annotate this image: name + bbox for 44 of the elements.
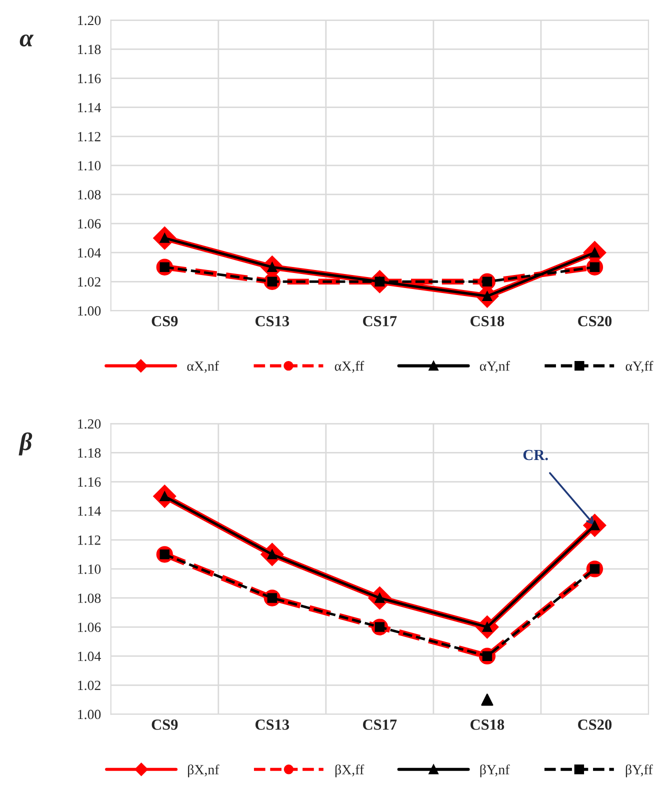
y-tick-label: 1.04: [78, 652, 101, 662]
y-tick-label: 1.04: [78, 248, 101, 258]
y-tick-label: 1.16: [78, 477, 101, 487]
y-tick-label: 1.06: [78, 622, 101, 632]
y-tick-label: 1.18: [78, 448, 101, 458]
chart-title: α: [20, 34, 34, 46]
y-tick-label: 1.06: [78, 219, 101, 229]
x-tick-label: CS18: [470, 720, 504, 730]
y-tick-label: 1.16: [78, 74, 101, 84]
x-tick-label: CS17: [363, 316, 397, 326]
y-tick-label: 1.12: [78, 536, 100, 545]
legend-label: βX,nf: [188, 764, 220, 778]
y-tick-label: 1.08: [78, 594, 101, 604]
y-tick-label: 1.00: [78, 710, 101, 720]
y-tick-label: 1.02: [78, 277, 100, 287]
x-tick-label: CS9: [152, 316, 178, 326]
annotation: CR.: [523, 450, 548, 460]
legend-label: αY,ff: [626, 360, 654, 373]
legend-label: αY,nf: [480, 360, 510, 373]
y-tick-label: 1.08: [78, 190, 101, 200]
y-tick-label: 1.12: [78, 132, 100, 142]
y-tick-label: 1.20: [78, 419, 101, 429]
x-tick-label: CS18: [470, 316, 504, 326]
y-tick-label: 1.20: [78, 16, 101, 26]
legend-label: βY,ff: [626, 764, 653, 778]
y-tick-label: 1.00: [78, 306, 101, 316]
legend-label: βX,ff: [335, 764, 364, 778]
x-tick-label: CS9: [152, 720, 178, 730]
x-tick-label: CS17: [363, 720, 397, 730]
x-tick-label: CS13: [256, 316, 290, 326]
x-tick-label: CS20: [578, 316, 612, 326]
x-tick-label: CS13: [256, 720, 290, 730]
y-tick-label: 1.10: [78, 161, 101, 170]
legend-label: αX,ff: [334, 360, 364, 373]
x-tick-label: CS20: [578, 720, 612, 730]
chart-title: β: [18, 432, 32, 456]
y-tick-label: 1.02: [78, 680, 100, 690]
y-tick-label: 1.14: [78, 102, 101, 112]
legend-label: αX,nf: [187, 360, 220, 373]
point: [481, 694, 494, 706]
legend-label: βY,nf: [480, 764, 510, 778]
y-tick-label: 1.18: [78, 44, 101, 54]
y-tick-label: 1.10: [78, 564, 101, 574]
y-tick-label: 1.14: [78, 506, 101, 516]
